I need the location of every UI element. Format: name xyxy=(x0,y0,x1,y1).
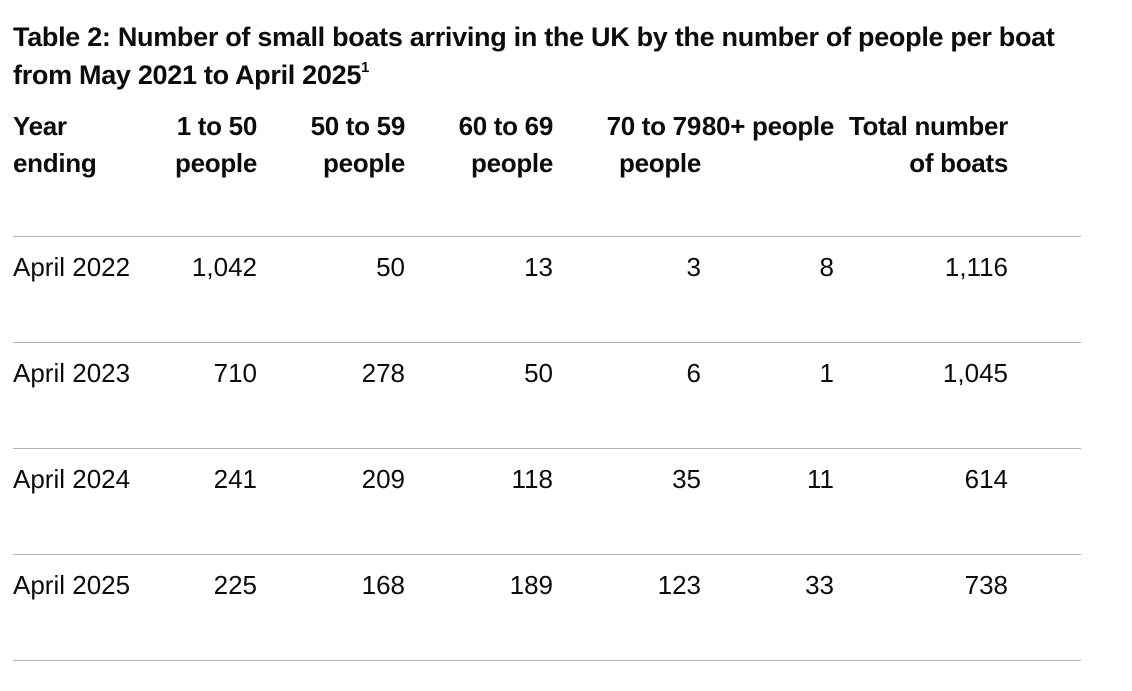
header-50-to-59-people: 50 to 59 people xyxy=(257,108,405,237)
cell-60-to-69: 118 xyxy=(405,448,553,555)
cell-80-plus: 33 xyxy=(701,554,834,661)
cell-spacer xyxy=(1008,342,1081,449)
cell-spacer xyxy=(1008,448,1081,555)
header-1-to-50-people: 1 to 50 people xyxy=(131,108,257,237)
small-boats-table: Year ending 1 to 50 people 50 to 59 peop… xyxy=(13,108,1081,661)
header-70-to-79-people: 70 to 79 people xyxy=(553,108,701,237)
cell-year-ending: April 2024 xyxy=(13,448,131,555)
header-total-boats: Total number of boats xyxy=(834,108,1008,237)
cell-70-to-79: 6 xyxy=(553,342,701,449)
cell-1-to-50: 241 xyxy=(131,448,257,555)
cell-total: 1,045 xyxy=(834,342,1008,449)
cell-50-to-59: 168 xyxy=(257,554,405,661)
cell-1-to-50: 710 xyxy=(131,342,257,449)
cell-spacer xyxy=(1008,554,1081,661)
cell-80-plus: 1 xyxy=(701,342,834,449)
cell-60-to-69: 13 xyxy=(405,236,553,343)
table-row: April 2024 241 209 118 35 11 614 xyxy=(13,448,1081,555)
table-row: April 2023 710 278 50 6 1 1,045 xyxy=(13,342,1081,449)
header-spacer xyxy=(1008,108,1081,237)
cell-year-ending: April 2023 xyxy=(13,342,131,449)
table-header-row: Year ending 1 to 50 people 50 to 59 peop… xyxy=(13,108,1081,237)
cell-1-to-50: 1,042 xyxy=(131,236,257,343)
cell-70-to-79: 35 xyxy=(553,448,701,555)
cell-50-to-59: 50 xyxy=(257,236,405,343)
cell-70-to-79: 3 xyxy=(553,236,701,343)
cell-total: 1,116 xyxy=(834,236,1008,343)
cell-total: 614 xyxy=(834,448,1008,555)
footnote-marker[interactable]: 1 xyxy=(361,59,370,76)
cell-year-ending: April 2022 xyxy=(13,236,131,343)
table-row: April 2022 1,042 50 13 3 8 1,116 xyxy=(13,236,1081,343)
table-caption: Table 2: Number of small boats arriving … xyxy=(13,18,1083,94)
table-row: April 2025 225 168 189 123 33 738 xyxy=(13,554,1081,661)
cell-60-to-69: 50 xyxy=(405,342,553,449)
cell-60-to-69: 189 xyxy=(405,554,553,661)
cell-total: 738 xyxy=(834,554,1008,661)
cell-spacer xyxy=(1008,236,1081,343)
cell-year-ending: April 2025 xyxy=(13,554,131,661)
cell-70-to-79: 123 xyxy=(553,554,701,661)
cell-50-to-59: 209 xyxy=(257,448,405,555)
cell-80-plus: 11 xyxy=(701,448,834,555)
cell-50-to-59: 278 xyxy=(257,342,405,449)
table-caption-text: Table 2: Number of small boats arriving … xyxy=(13,22,1055,90)
header-year-ending: Year ending xyxy=(13,108,131,237)
header-60-to-69-people: 60 to 69 people xyxy=(405,108,553,237)
cell-80-plus: 8 xyxy=(701,236,834,343)
cell-1-to-50: 225 xyxy=(131,554,257,661)
header-80-plus-people: 80+ people xyxy=(701,108,834,237)
